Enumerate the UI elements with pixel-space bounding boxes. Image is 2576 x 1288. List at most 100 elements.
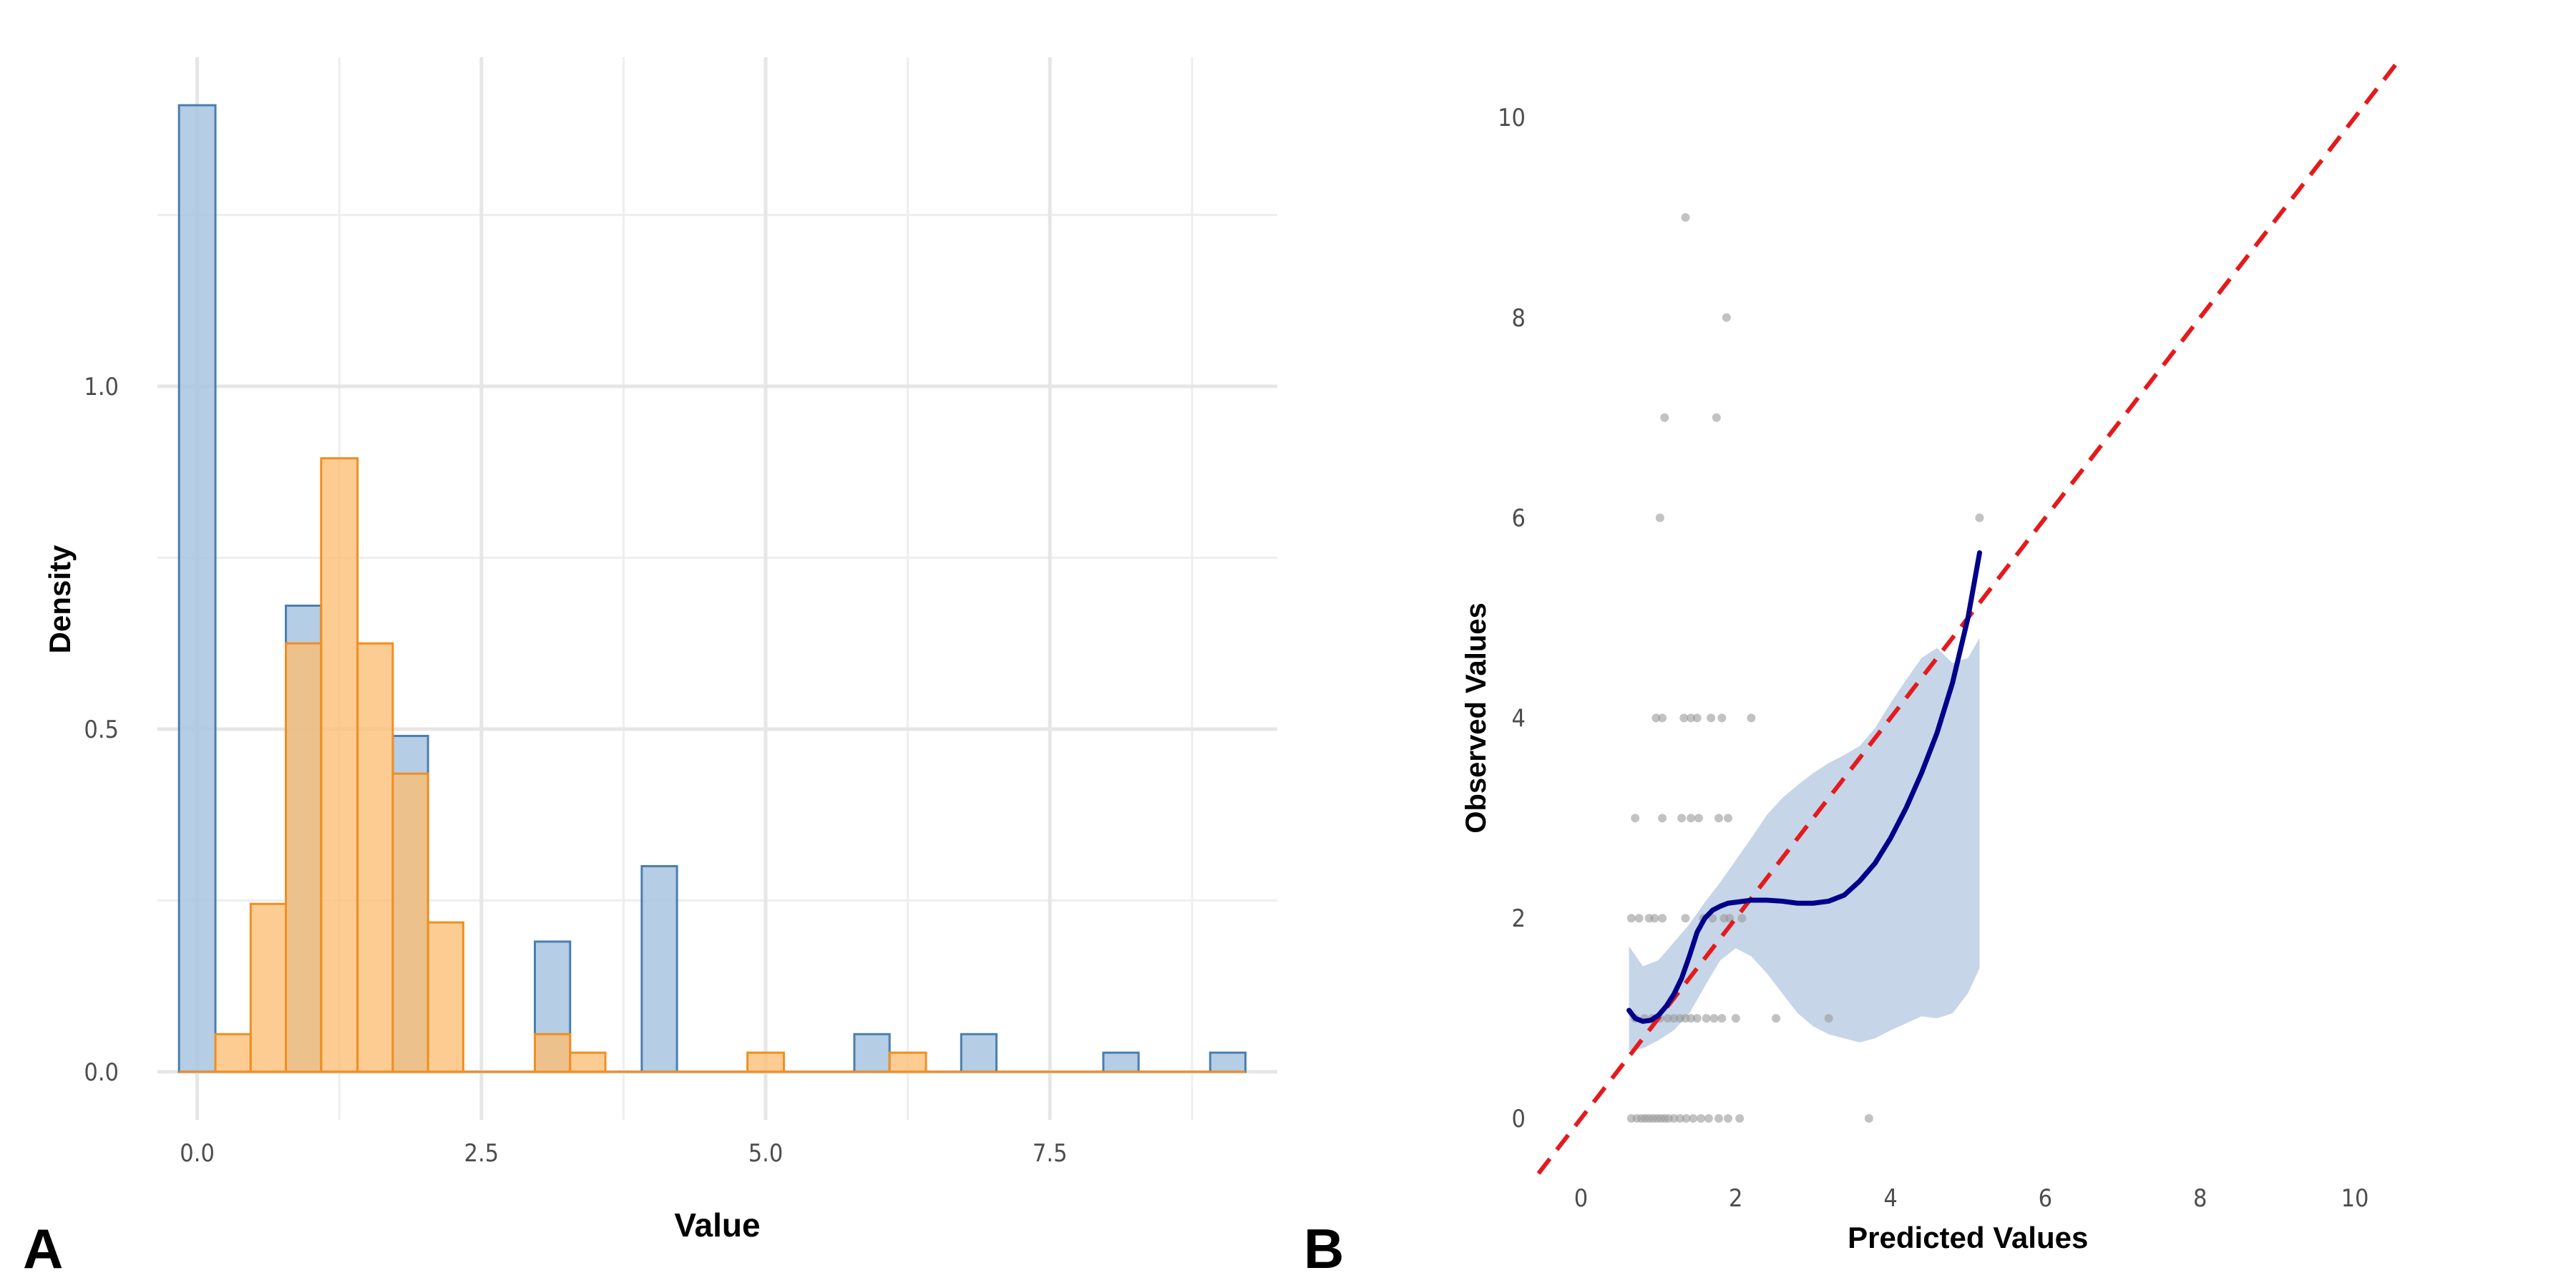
x-tick-label: 2 xyxy=(1729,1184,1742,1213)
scatter-point xyxy=(1663,1014,1672,1023)
panel-b-smooth-curve xyxy=(1626,550,1982,1024)
scatter-point xyxy=(1689,1114,1698,1123)
panel-b-y-axis-title: Observed Values xyxy=(1460,602,1492,833)
scatter-point xyxy=(1658,713,1667,723)
panel-a-x-axis-title: Value xyxy=(674,1206,760,1244)
panel-b-tick-labels: 0 2 4 6 8 10 0 2 4 6 8 10 xyxy=(1498,104,2368,1213)
scatter-point xyxy=(1702,1014,1711,1023)
scatter-point xyxy=(1687,713,1696,723)
panel-a-histogram: 0.0 2.5 5.0 7.5 0.0 0.5 1.0 Value Density xyxy=(43,57,1277,1244)
scatter-point xyxy=(1708,914,1717,923)
scatter-point xyxy=(1658,914,1667,923)
scatter-point xyxy=(1709,1014,1719,1023)
panel-a-tick-labels: 0.0 2.5 5.0 7.5 0.0 0.5 1.0 xyxy=(84,373,1067,1168)
x-tick-label: 4 xyxy=(1883,1184,1897,1213)
scatter-point xyxy=(1717,713,1727,723)
scatter-point xyxy=(1687,814,1696,823)
scatter-point xyxy=(1707,713,1716,723)
x-tick-label: 0.0 xyxy=(180,1139,215,1168)
scatter-point xyxy=(1824,1014,1833,1023)
scatter-point xyxy=(1712,413,1721,422)
histogram-bar-blue xyxy=(177,104,217,1073)
scatter-point xyxy=(1650,914,1659,923)
x-tick-label: 0 xyxy=(1574,1184,1588,1213)
histogram-bar-orange xyxy=(320,457,359,1073)
y-tick-label: 10 xyxy=(1498,104,1526,132)
scatter-point xyxy=(1723,1114,1732,1123)
scatter-point xyxy=(1687,1014,1696,1023)
scatter-point xyxy=(1626,914,1636,923)
y-tick-label: 8 xyxy=(1512,304,1526,333)
y-tick-label: 0.5 xyxy=(84,716,119,744)
histogram-bar-orange xyxy=(285,642,323,1073)
scatter-point xyxy=(1669,1114,1679,1123)
y-tick-label: 2 xyxy=(1512,904,1526,933)
scatter-point xyxy=(1717,1014,1727,1023)
x-tick-label: 6 xyxy=(2039,1184,2052,1213)
scatter-point xyxy=(1747,713,1756,723)
scatter-point xyxy=(1679,713,1689,723)
histogram-bar-orange xyxy=(746,1051,785,1073)
scatter-point xyxy=(1675,1114,1684,1123)
panel-a-y-axis-title: Density xyxy=(43,545,77,653)
scatter-point xyxy=(1669,1014,1679,1023)
scatter-point xyxy=(1737,914,1747,923)
scatter-point xyxy=(1694,814,1703,823)
histogram-bar-orange xyxy=(569,1051,607,1073)
scatter-point xyxy=(1722,313,1731,322)
histogram-bar-blue xyxy=(1209,1051,1247,1073)
x-tick-label: 5.0 xyxy=(748,1139,784,1168)
y-tick-label: 6 xyxy=(1512,504,1526,533)
x-tick-label: 7.5 xyxy=(1033,1139,1068,1168)
scatter-point xyxy=(1723,814,1732,823)
scatter-point xyxy=(1631,814,1640,823)
scatter-point xyxy=(1772,1014,1781,1023)
histogram-bar-orange xyxy=(391,772,429,1073)
scatter-point xyxy=(1714,814,1723,823)
x-tick-label: 2.5 xyxy=(464,1139,499,1168)
panel-b-x-axis-title: Predicted Values xyxy=(1848,1221,2088,1254)
scatter-point xyxy=(1634,914,1644,923)
scatter-point xyxy=(1692,1014,1702,1023)
scatter-point xyxy=(1714,1114,1723,1123)
scatter-point xyxy=(1658,814,1667,823)
panel-a-tag: A xyxy=(23,1217,64,1280)
histogram-bar-orange xyxy=(426,921,464,1073)
y-tick-label: 4 xyxy=(1512,704,1526,733)
scatter-point xyxy=(1681,213,1690,222)
histogram-bar-blue xyxy=(640,865,678,1073)
x-tick-label: 10 xyxy=(2341,1184,2369,1213)
histogram-bar-orange xyxy=(888,1051,927,1073)
smooth-fit-line xyxy=(1626,550,1982,1024)
scatter-point xyxy=(1682,1114,1691,1123)
x-tick-label: 8 xyxy=(2193,1184,2207,1213)
panel-b-points xyxy=(1626,213,1984,1123)
histogram-bar-blue xyxy=(1102,1051,1140,1073)
scatter-point xyxy=(1677,814,1687,823)
scatter-point xyxy=(1692,713,1702,723)
scatter-point xyxy=(1681,914,1690,923)
y-tick-label: 0.0 xyxy=(84,1058,119,1087)
scatter-point xyxy=(1697,1114,1706,1123)
scatter-point xyxy=(1660,413,1669,422)
panel-a-bars xyxy=(177,104,1247,1073)
y-tick-label: 0 xyxy=(1512,1105,1526,1133)
scatter-point xyxy=(1864,1114,1873,1123)
panel-b-confidence-band xyxy=(1629,638,1980,1050)
histogram-bar-orange xyxy=(356,642,394,1073)
confidence-band-area xyxy=(1629,638,1980,1050)
panel-b-scatter: 0 2 4 6 8 10 0 2 4 6 8 10 Predicted Values Observed… xyxy=(1460,56,2404,1254)
scatter-point xyxy=(1735,1114,1745,1123)
panel-b-tag: B xyxy=(1304,1217,1345,1280)
scatter-point xyxy=(1731,1014,1740,1023)
histogram-bar-orange xyxy=(214,1033,252,1073)
scatter-point xyxy=(1975,513,1984,522)
scatter-point xyxy=(1704,1114,1713,1123)
y-tick-label: 1.0 xyxy=(84,373,119,401)
histogram-bar-blue xyxy=(960,1033,998,1073)
histogram-bar-orange xyxy=(249,902,288,1073)
histogram-bar-orange xyxy=(533,1033,572,1073)
scatter-point xyxy=(1652,713,1661,723)
histogram-bar-blue xyxy=(853,1033,891,1073)
